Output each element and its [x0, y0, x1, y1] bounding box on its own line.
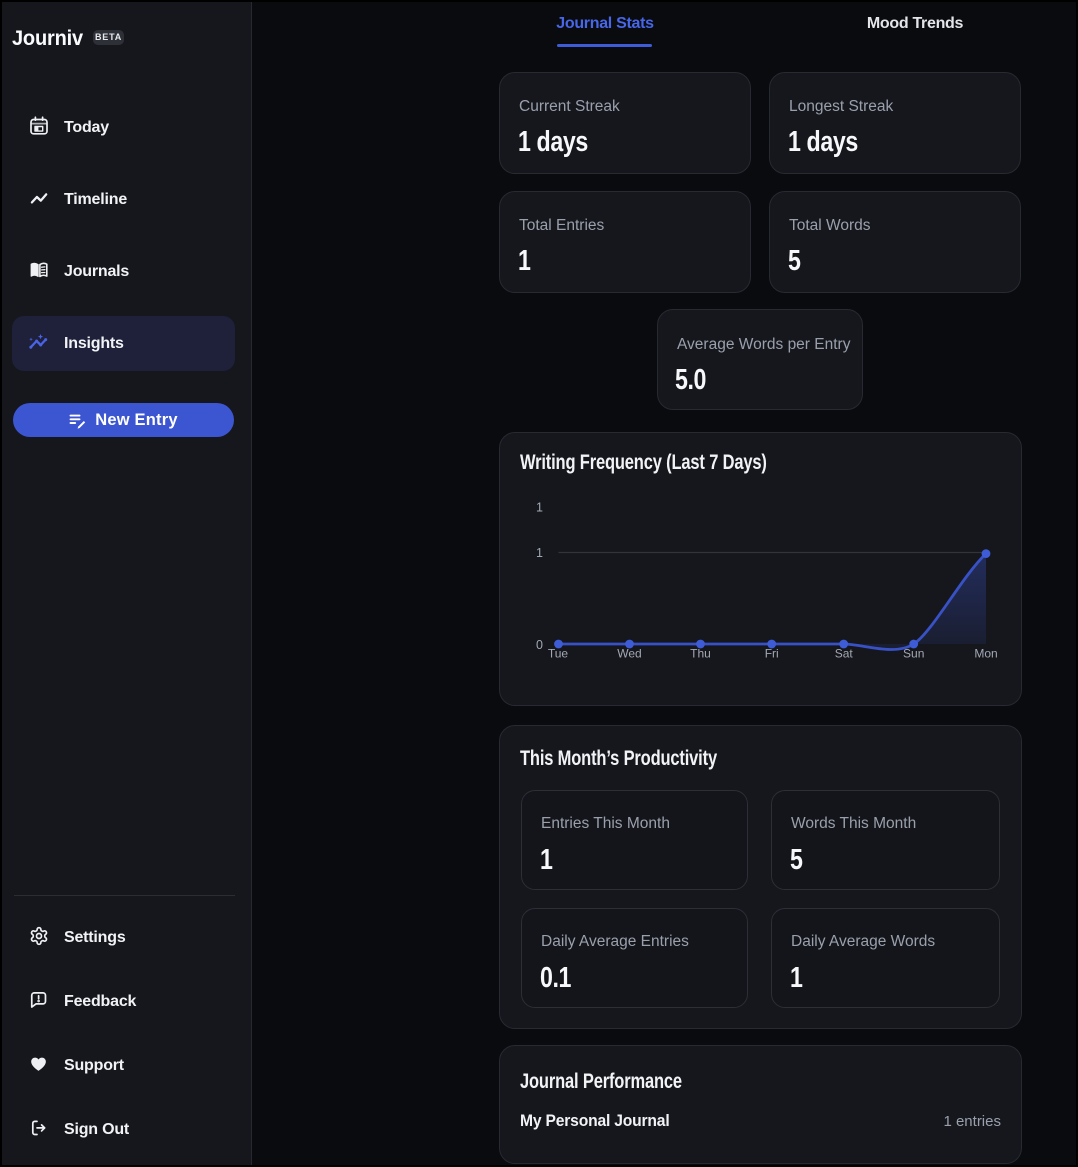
svg-text:Tue: Tue — [548, 647, 569, 661]
svg-text:1: 1 — [536, 546, 543, 560]
svg-text:Thu: Thu — [690, 647, 711, 661]
svg-text:Sun: Sun — [903, 647, 924, 661]
svg-text:Fri: Fri — [765, 647, 779, 661]
svg-text:Wed: Wed — [617, 647, 641, 661]
svg-text:0: 0 — [536, 638, 543, 652]
svg-text:1: 1 — [536, 501, 543, 515]
svg-text:Sat: Sat — [835, 647, 854, 661]
svg-text:Mon: Mon — [974, 647, 997, 661]
